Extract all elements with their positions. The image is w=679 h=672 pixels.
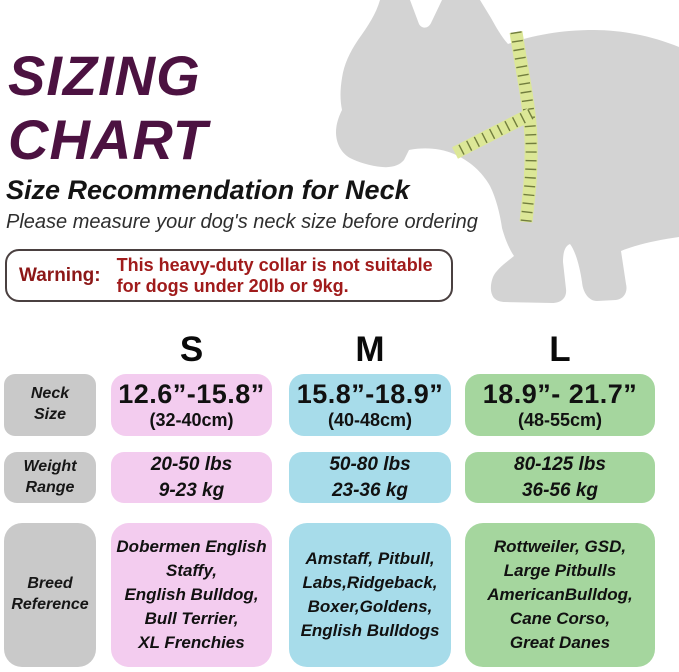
breed-reference-cell-s: Dobermen English Staffy, English Bulldog… <box>111 523 272 667</box>
row-label-breed-reference: Breed Reference <box>4 523 96 667</box>
dog-body-silhouette <box>336 0 679 303</box>
breed-reference-cell-l: Rottweiler, GSD, Large Pitbulls American… <box>465 523 655 667</box>
warning-box: Warning: This heavy-duty collar is not s… <box>5 249 453 302</box>
weight-range-text-l: 80-125 lbs 36-56 kg <box>514 453 606 501</box>
row-label-weight-range: Weight Range <box>4 452 96 503</box>
weight-range-cell-l: 80-125 lbs 36-56 kg <box>465 452 655 503</box>
tagline: Please measure your dog's neck size befo… <box>6 211 478 233</box>
neck-size-cell-m: 15.8”-18.9” (40-48cm) <box>289 374 451 436</box>
neck-size-inches-l: 18.9”- 21.7” <box>482 379 638 409</box>
sizing-table: S M L Neck Size 12.6”-15.8” (32-40cm) 15… <box>4 328 659 667</box>
weight-range-row: Weight Range 20-50 lbs 9-23 kg 50-80 lbs… <box>4 452 659 503</box>
measuring-tape-loose-end <box>452 108 534 159</box>
neck-size-cm-s: (32-40cm) <box>149 410 234 430</box>
page-title-line1: SIZING <box>8 44 201 107</box>
weight-range-cell-s: 20-50 lbs 9-23 kg <box>111 452 272 503</box>
weight-range-text-m: 50-80 lbs 23-36 kg <box>329 453 411 501</box>
breed-reference-cell-m: Amstaff, Pitbull, Labs,Ridgeback, Boxer,… <box>289 523 451 667</box>
dog-neck-measurement-illustration <box>336 0 679 303</box>
neck-size-inches-s: 12.6”-15.8” <box>118 379 265 409</box>
neck-size-row: Neck Size 12.6”-15.8” (32-40cm) 15.8”-18… <box>4 374 659 436</box>
weight-range-text-s: 20-50 lbs 9-23 kg <box>150 453 233 501</box>
size-header-row: S M L <box>4 328 659 374</box>
page-title: SIZING CHART <box>8 44 208 172</box>
page-title-line2: CHART <box>8 108 208 171</box>
header-spacer <box>4 328 96 374</box>
row-label-neck-size: Neck Size <box>4 374 96 436</box>
warning-text: This heavy-duty collar is not suitable f… <box>116 255 433 296</box>
column-header-l: L <box>549 330 571 369</box>
measuring-tape-strip <box>509 31 538 223</box>
neck-size-cell-l: 18.9”- 21.7” (48-55cm) <box>465 374 655 436</box>
breed-list-m: Amstaff, Pitbull, Labs,Ridgeback, Boxer,… <box>300 548 440 641</box>
warning-label: Warning: <box>19 264 101 286</box>
subtitle: Size Recommendation for Neck <box>6 175 410 205</box>
neck-size-cell-s: 12.6”-15.8” (32-40cm) <box>111 374 272 436</box>
neck-size-cm-l: (48-55cm) <box>517 410 603 430</box>
breed-list-l: Rottweiler, GSD, Large Pitbulls American… <box>487 536 633 653</box>
weight-range-cell-m: 50-80 lbs 23-36 kg <box>289 452 451 503</box>
column-header-s: S <box>179 330 204 369</box>
neck-size-inches-m: 15.8”-18.9” <box>296 379 444 409</box>
neck-size-cm-m: (40-48cm) <box>327 410 413 430</box>
column-header-m: M <box>355 330 385 369</box>
breed-reference-row: Breed Reference Dobermen English Staffy,… <box>4 523 659 667</box>
breed-list-s: Dobermen English Staffy, English Bulldog… <box>116 536 267 653</box>
